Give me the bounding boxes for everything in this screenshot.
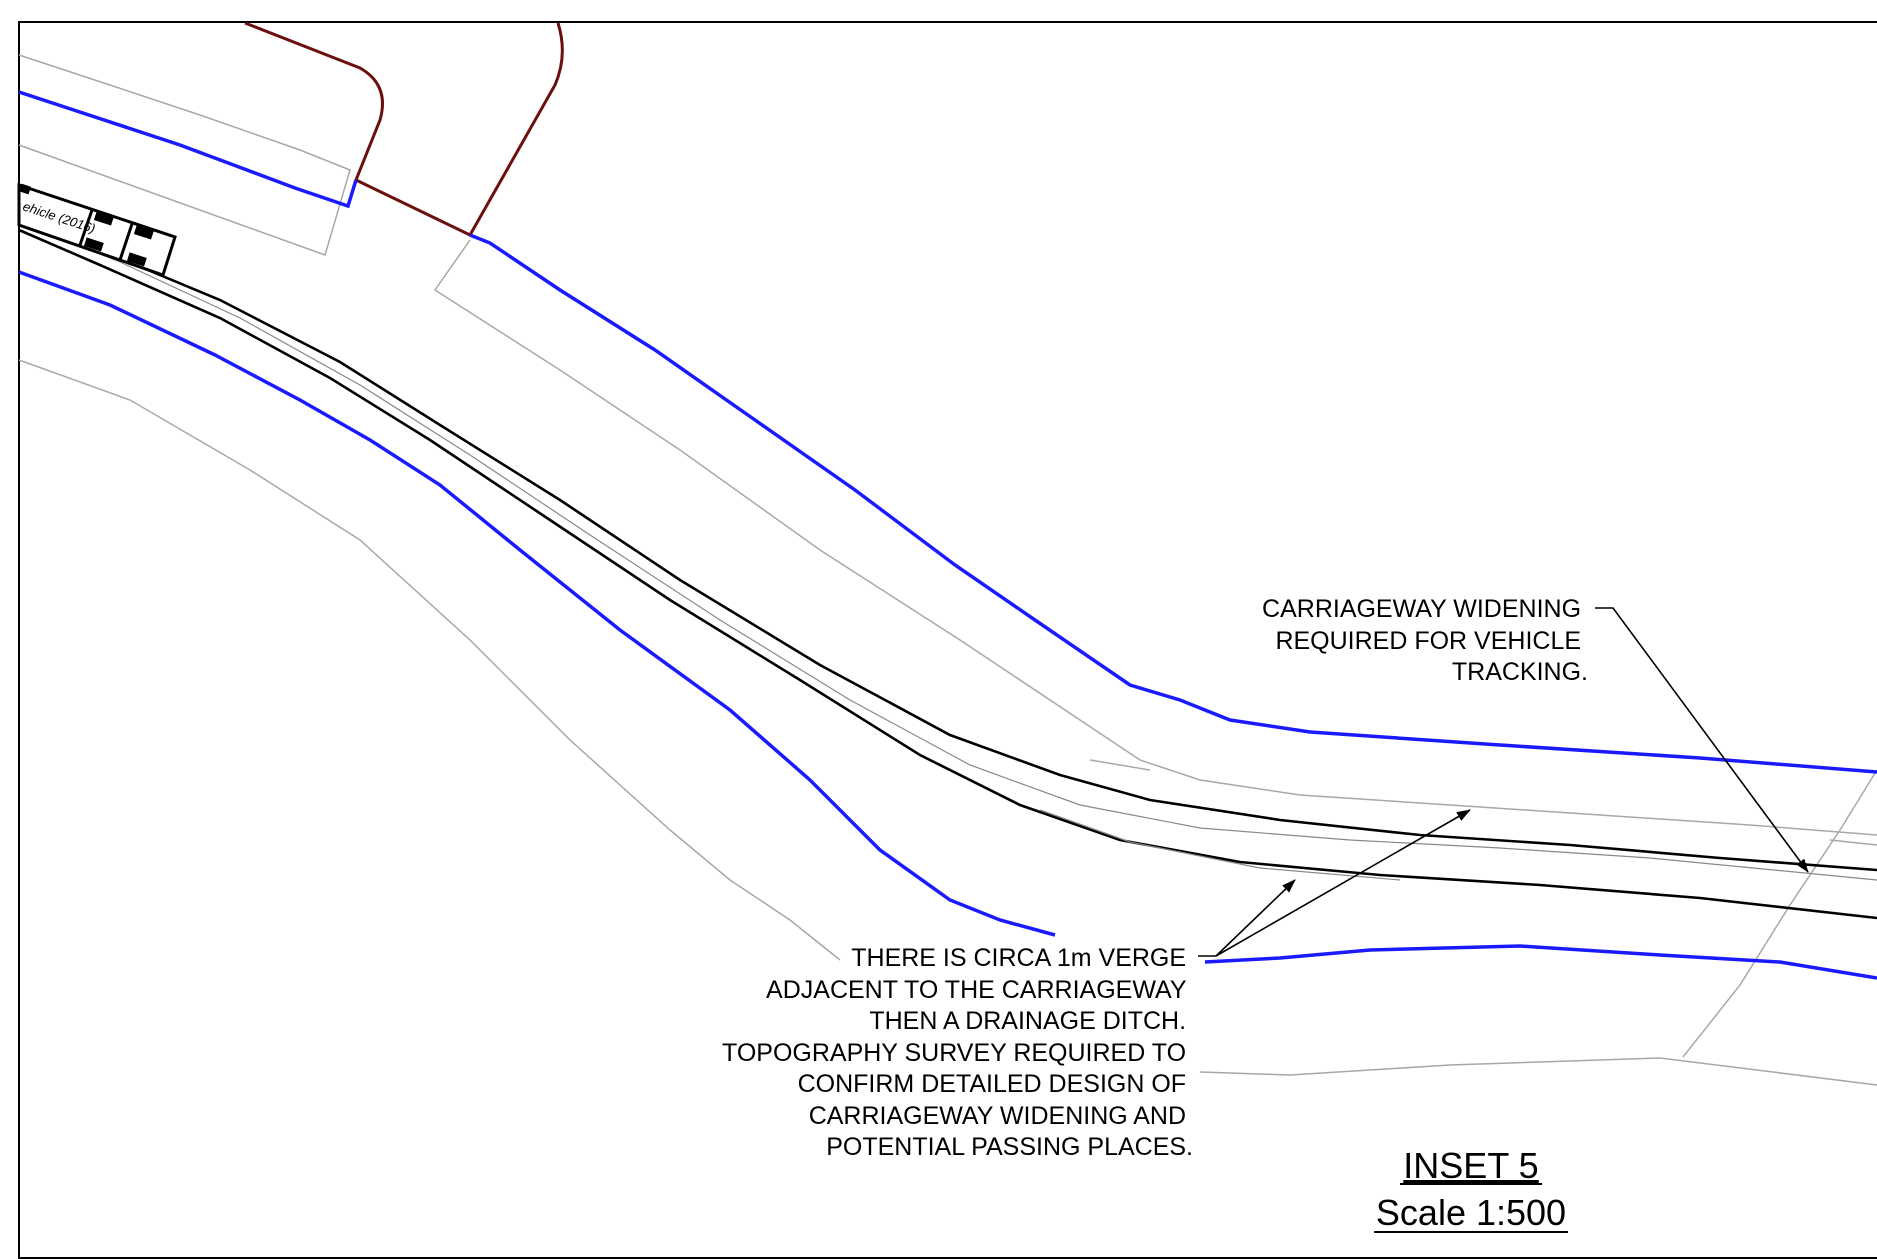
verge-leader-1 [1215,879,1296,957]
survey-line-east [1829,839,1877,846]
vehicle-wheel [93,211,114,226]
carriageway-north-edge [18,213,1877,872]
note-verge-drainage: THERE IS CIRCA 1m VERGE ADJACENT TO THE … [722,944,1193,1161]
note-line: CONFIRM DETAILED DESIGN OF [798,1070,1186,1098]
application-boundary [18,90,1877,980]
vehicle-wheel [126,252,147,267]
note-line: THERE IS CIRCA 1m VERGE [851,944,1186,972]
drawing-frame [18,21,1877,1259]
inset-title: INSET 5 [1403,1145,1538,1186]
survey-line-verge-north-2 [1089,759,1151,771]
note-line: TRACKING. [1452,658,1588,686]
survey-line-diagonal [1682,769,1877,1058]
boundary-south-east [1204,944,1877,980]
carriageway-south-edge [18,228,1877,920]
survey-line-upper-plot [18,54,351,256]
vehicle-tracking: ehicle (2016) [17,182,177,277]
note-line: CARRIAGEWAY WIDENING [1262,595,1581,623]
ownership-line-west [244,21,471,237]
survey-line-ditch [1199,1057,1877,1086]
vehicle-axle-line [78,209,94,246]
survey-lines [18,54,1877,1086]
carriageway [18,213,1877,920]
survey-line-south [18,359,841,961]
note-line: REQUIRED FOR VEHICLE [1275,627,1581,655]
carriageway-edge-survey [18,221,1877,881]
vehicle-wheel [19,183,31,195]
note-line: POTENTIAL PASSING PLACES. [826,1133,1193,1161]
ownership-line-east [468,22,564,236]
leader-lines [1198,607,1809,957]
note-line: TOPOGRAPHY SURVEY REQUIRED TO [722,1039,1186,1067]
note-carriageway-widening: CARRIAGEWAY WIDENING REQUIRED FOR VEHICL… [1262,595,1588,686]
boundary-north [469,233,1877,774]
note-line: CARRIAGEWAY WIDENING AND [809,1102,1186,1130]
note-line: THEN A DRAINAGE DITCH. [869,1007,1186,1035]
vehicle-wheel [133,225,154,240]
vehicle-axle-line [118,223,134,261]
widening-leader [1595,607,1809,873]
vehicle-wheel [83,237,104,252]
ownership-boundary [244,21,564,237]
verge-leader-2 [1215,809,1471,957]
survey-line-verge-north [433,239,1877,836]
boundary-south [18,270,1056,937]
boundary-north-west [18,90,358,209]
vehicle-body-outline [17,182,177,277]
inset-scale: Scale 1:500 [1376,1192,1566,1233]
note-line: ADJACENT TO THE CARRIAGEWAY [766,976,1187,1004]
